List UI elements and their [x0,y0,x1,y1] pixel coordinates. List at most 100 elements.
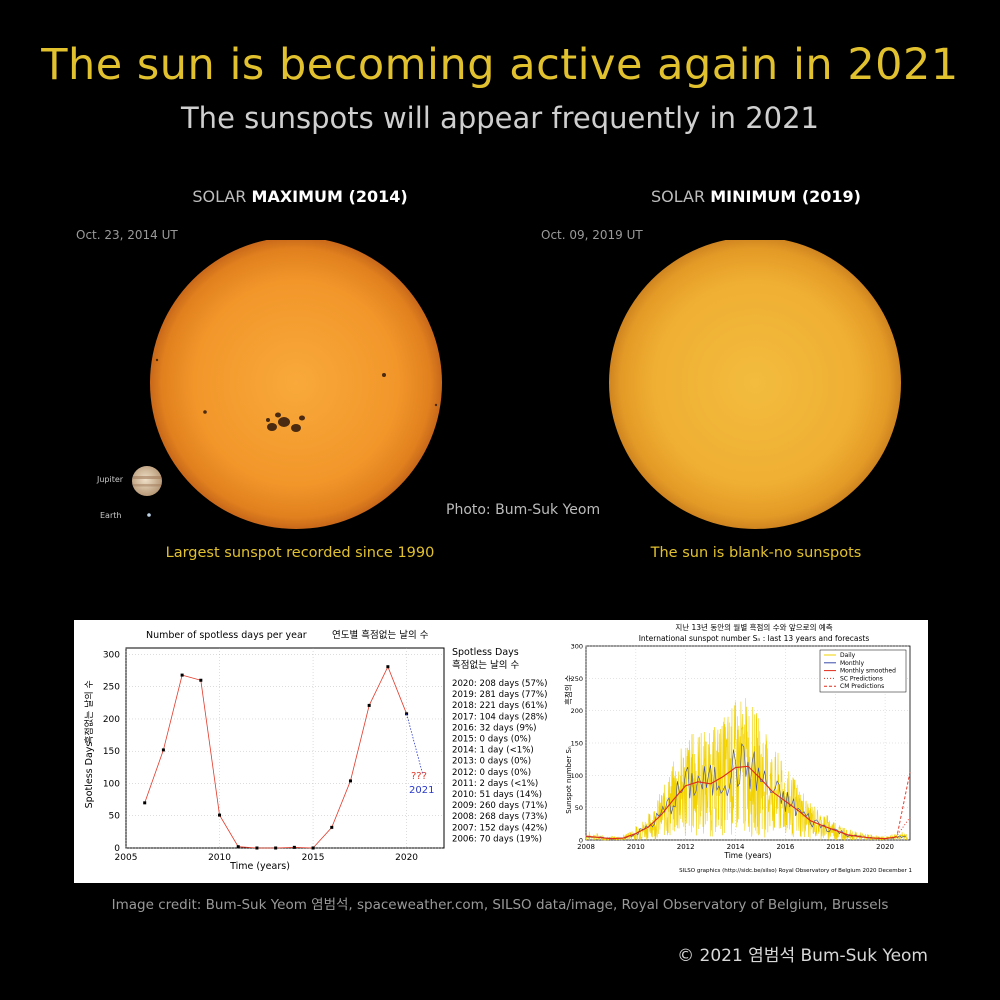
legend-entry: 2017: 104 days (28%) [452,712,547,722]
chart2-xtick-label: 2010 [627,843,645,851]
chart2-ytick-label: 50 [575,804,583,812]
chart1-xlabel: Time (years) [229,861,290,872]
legend-title: Spotless Days [452,647,519,658]
label-bold: MINIMUM (2019) [710,187,861,206]
spotless-point [274,846,278,850]
chart2-ytick-label: 150 [571,740,583,748]
sun-images [132,240,901,529]
chart1-xtick-label: 2015 [302,853,325,863]
spotless-point [386,665,390,669]
monthly-series [585,743,906,840]
chart2-ylabel-ko: 흑점의 수 [564,675,573,705]
spotless-point [199,678,203,682]
left-caption: Largest sunspot recorded since 1990 [165,545,435,561]
sun-minimum [609,240,901,529]
spotless-point [236,845,240,849]
forecast-label: ??? [411,771,427,782]
spotless-point [143,801,147,805]
chart2-xtick-label: 2018 [826,843,844,851]
chart2-ylabel: Sunspot number Sₙ [565,746,573,814]
solar-maximum-label: SOLAR MAXIMUM (2014) [150,187,450,206]
legend-entry: 2006: 70 days (19%) [452,834,542,844]
spotless-line [144,665,407,849]
chart2-legend-entry: Daily [840,652,856,659]
chart2-xtick-label: 2012 [677,843,695,851]
legend-entry: 2012: 0 days (0%) [452,768,531,778]
chart2-title: International sunspot number Sₙ : last 1… [639,634,870,643]
legend-entry: 2009: 260 days (71%) [452,801,547,811]
chart2-title-ko: 지난 13년 동안의 월별 흑점의 수와 앞으로의 예측 [675,622,832,632]
chart2-legend-entry: Monthly [840,660,864,667]
right-date: Oct. 09, 2019 UT [541,228,643,242]
chart1-ytick-label: 200 [103,715,120,725]
chart1-ytick-label: 100 [103,779,120,789]
forecast-year: 2021 [409,785,434,796]
spotless-point [180,673,184,677]
spotless-point [161,748,165,752]
chart1-title-ko: 연도별 흑점없는 날의 수 [332,629,429,641]
forecast-line [406,713,423,774]
sc-predictions [897,817,911,836]
spotless-days-chart: Number of spotless days per year 연도별 흑점없… [83,629,547,872]
jupiter-label: Jupiter [97,475,124,484]
spotless-point [348,779,352,783]
chart2-legend-entry: SC Predictions [840,675,883,682]
solar-minimum-label: SOLAR MINIMUM (2019) [606,187,906,206]
jupiter-image [132,466,162,496]
chart1-xtick-label: 2005 [115,853,138,863]
legend-entry: 2013: 0 days (0%) [452,757,531,767]
spotless-point [218,813,222,817]
legend-entry: 2008: 268 days (73%) [452,812,547,822]
chart2-ytick-label: 0 [579,837,583,845]
legend-entry: 2011: 2 days (<1%) [452,779,538,789]
chart1-ylabel-ko: 흑점없는 날의 수 [83,680,95,744]
chart2-ytick-label: 300 [571,643,583,651]
chart1-xtick-label: 2020 [395,853,418,863]
chart1-frame [125,647,445,849]
page-title: The sun is becoming active again in 2021 [41,40,959,90]
chart2-ytick-label: 100 [571,772,583,780]
legend-title-ko: 흑점없는 날의 수 [452,659,519,671]
chart2-xtick-label: 2014 [727,843,745,851]
chart1-ytick-label: 0 [114,844,120,854]
chart2-xlabel: Time (years) [723,851,771,860]
label-prefix: SOLAR [651,187,706,206]
charts-panel: Number of spotless days per year 연도별 흑점없… [74,620,928,883]
chart2-xtick-label: 2016 [776,843,794,851]
earth-image [147,513,151,517]
chart2-legend-entry: CM Predictions [840,683,884,690]
legend-entry: 2018: 221 days (61%) [452,701,547,711]
legend-entry: 2016: 32 days (9%) [452,723,537,733]
chart2-ytick-label: 250 [571,675,583,683]
copyright: © 2021 염범석 Bum-Suk Yeom [677,946,928,966]
sunspot-number-chart: 지난 13년 동안의 월별 흑점의 수와 앞으로의 예측 Internation… [564,622,912,874]
legend-entry: 2019: 281 days (77%) [452,690,547,700]
chart2-xtick-label: 2020 [876,843,894,851]
legend-entry: 2020: 208 days (57%) [452,679,547,689]
chart2-legend-entry: Monthly smoothed [840,668,896,675]
label-bold: MAXIMUM (2014) [251,187,408,206]
sunspot-group [155,358,438,432]
chart1-ytick-label: 50 [109,812,121,822]
chart1-title: Number of spotless days per year [146,630,307,641]
photo-credit: Photo: Bum-Suk Yeom [446,502,601,518]
legend-entry: 2007: 152 days (42%) [452,823,547,833]
sun-maximum [150,240,442,529]
page-subtitle: The sunspots will appear frequently in 2… [180,101,820,135]
chart1-ytick-label: 300 [103,650,120,660]
spotless-point [255,846,259,850]
legend-entry: 2014: 1 day (<1%) [452,746,534,756]
cm-predictions [897,772,911,834]
spotless-point [367,703,371,707]
chart2-ytick-label: 200 [571,707,583,715]
left-date: Oct. 23, 2014 UT [76,228,178,242]
spotless-point [311,846,315,850]
chart2-footer: SILSO graphics (http://sidc.be/silso) Ro… [679,868,912,874]
chart1-ytick-label: 250 [103,683,120,693]
earth-label: Earth [100,511,122,520]
monthly-smoothed-series [585,765,898,840]
image-credit: Image credit: Bum-Suk Yeom 염범석, spacewea… [111,897,889,913]
legend-entry: 2010: 51 days (14%) [452,790,542,800]
chart1-xtick-label: 2010 [208,853,231,863]
chart1-ylabel: Spotless Days [84,742,95,809]
